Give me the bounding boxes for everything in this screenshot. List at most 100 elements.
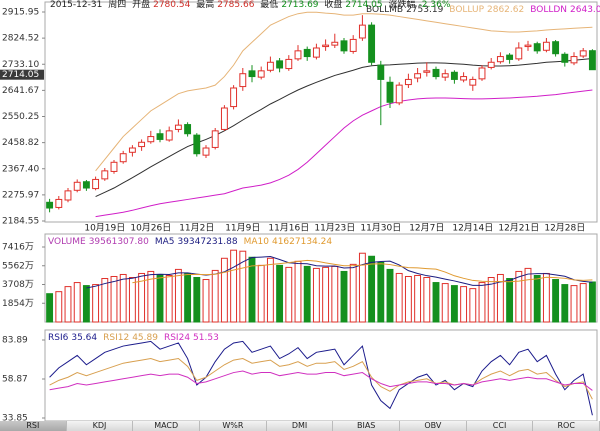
volume-bar <box>55 291 63 323</box>
legend-value: 2643.07 <box>570 5 600 15</box>
legend-name: RSI24 <box>164 333 190 343</box>
x-tick-label: 11月23日 <box>314 223 355 234</box>
candle-body <box>128 147 136 153</box>
volume-bar <box>469 288 477 323</box>
candle-body <box>404 78 412 86</box>
volume-bar <box>303 265 311 323</box>
candle-body <box>358 24 366 39</box>
candle-body <box>386 81 394 103</box>
volume-bar <box>542 272 550 323</box>
volume-bar <box>579 283 587 323</box>
y-tick-label: 33.85 <box>2 414 28 422</box>
volume-bar <box>368 255 376 323</box>
volume-bar <box>266 257 274 323</box>
x-tick-label: 12月28日 <box>544 223 585 234</box>
y-tick-label: 7416万 <box>2 243 34 253</box>
candle-body <box>138 141 146 148</box>
indicator-tab[interactable]: KDJ <box>66 421 134 431</box>
field-value: 2785.66 <box>217 0 255 10</box>
candle-body <box>496 56 504 63</box>
candle-body <box>441 73 449 78</box>
y-tick-label: 2184.55 <box>2 217 39 227</box>
x-tick-label: 11月9日 <box>225 223 260 234</box>
candle-body <box>184 124 192 135</box>
candle-body <box>193 134 201 155</box>
series-line <box>95 11 593 172</box>
legend-name: BOLLUP <box>449 5 484 15</box>
volume-bar <box>239 250 247 323</box>
candle-body <box>460 76 468 81</box>
y-tick-label: 2367.40 <box>2 164 39 174</box>
volume-bar <box>450 285 458 323</box>
candle-body <box>211 130 219 148</box>
candle-body <box>303 48 311 58</box>
candle-body <box>561 53 569 63</box>
candle-body <box>119 153 127 163</box>
volume-bar <box>294 260 302 323</box>
volume-bar <box>257 264 265 323</box>
candle-body <box>331 41 339 46</box>
volume-bar <box>588 281 596 323</box>
volume-bar <box>496 273 504 323</box>
volume-bar <box>73 282 81 323</box>
candle-body <box>239 73 247 88</box>
candle-body <box>312 47 320 58</box>
indicator-tab[interactable]: W%R <box>200 421 267 431</box>
indicator-tab[interactable]: DMI <box>266 421 334 431</box>
field-value: 2713.69 <box>281 0 319 10</box>
x-tick-label: 11月2日 <box>179 223 214 234</box>
candle-body <box>322 44 330 48</box>
candle-body <box>478 67 486 80</box>
indicator-tab[interactable]: ROC <box>533 421 600 431</box>
candle-body <box>156 133 164 140</box>
volume-bar <box>46 293 54 323</box>
field-value: 2714.05 <box>345 0 383 10</box>
legend-value: 51.53 <box>193 333 219 343</box>
field-label: 最高 <box>196 0 215 10</box>
volume-bar <box>423 277 431 323</box>
x-tick-label: 10月19日 <box>84 223 125 234</box>
candle-body <box>147 136 155 143</box>
x-tick-label: 11月30日 <box>360 223 401 234</box>
candle-body <box>46 201 54 209</box>
volume-bar <box>460 286 468 323</box>
volume-bar <box>285 266 293 323</box>
candle-body <box>552 41 560 55</box>
series-line <box>49 357 593 400</box>
field-value: 2780.54 <box>153 0 191 10</box>
legend-name: BOLLDN <box>530 5 567 15</box>
candle-body <box>349 38 357 52</box>
indicator-tab[interactable]: BIAS <box>333 421 401 431</box>
candle-body <box>524 44 532 48</box>
candle-body <box>73 181 81 191</box>
legend-value: 39561307.80 <box>89 237 149 247</box>
volume-bar <box>220 257 228 323</box>
candle-body <box>570 56 578 64</box>
volume-bar <box>211 269 219 323</box>
volume-bar <box>202 279 210 323</box>
quote-header: 2015-12-31 周四 开盘 2780.54 最高 2785.66 最低 2713… <box>50 0 453 10</box>
indicator-tab[interactable]: MACD <box>133 421 201 431</box>
volume-bar <box>432 282 440 323</box>
field-label: 开盘 <box>132 0 151 10</box>
volume-bar <box>82 285 90 323</box>
series-line <box>49 340 593 416</box>
candle-body <box>432 68 440 78</box>
field-label: 涨跌幅 <box>388 0 416 10</box>
indicator-tab[interactable]: CCI <box>466 421 534 431</box>
volume-bar <box>524 267 532 323</box>
candle-body <box>92 178 100 190</box>
volume-bar <box>570 285 578 323</box>
candle-body <box>174 124 182 130</box>
field-value: -2.36% <box>418 0 451 10</box>
volume-bar <box>138 272 146 323</box>
legend-name: MA10 <box>244 237 270 247</box>
x-tick-label: 10月26日 <box>130 223 171 234</box>
legend: VOLUME 39561307.80 MA5 39347231.88 MA10 41627… <box>48 237 332 247</box>
volume-bar <box>349 263 357 323</box>
legend-name: RSI6 <box>48 333 69 343</box>
indicator-tab[interactable]: OBV <box>400 421 467 431</box>
candle-body <box>276 60 284 69</box>
indicator-tab[interactable]: RSI <box>0 421 67 431</box>
